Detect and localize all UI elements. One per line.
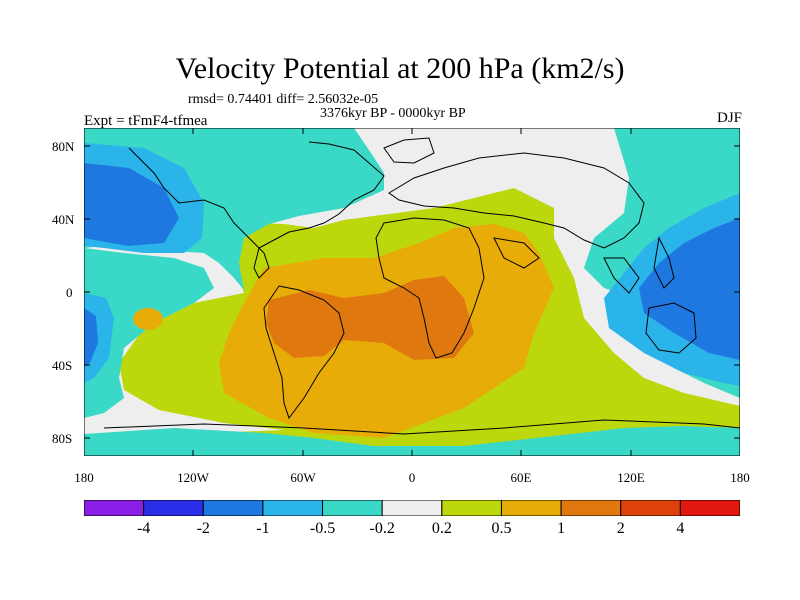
colorbar-swatch-0 — [84, 500, 145, 516]
lat-label-80s: 80S — [52, 431, 73, 446]
colorbar-label-3: -0.5 — [309, 520, 336, 537]
lat-label-80n: 80N — [52, 139, 75, 154]
lon-label-0: 0 — [408, 470, 416, 485]
colorbar-label-7: 1 — [557, 520, 566, 537]
axis-ticks — [84, 128, 740, 456]
lat-label-0: 0 — [66, 285, 73, 300]
season-label: DJF — [716, 110, 742, 126]
colorbar-label-5: 0.2 — [431, 520, 452, 537]
stats-line: rmsd= 0.74401 diff= 2.56032e-05 — [188, 92, 379, 107]
colorbar-label-0: -4 — [136, 520, 151, 537]
colorbar — [84, 500, 740, 516]
colorbar-swatch-6 — [441, 500, 502, 516]
colorbar-swatch-9 — [620, 500, 681, 516]
field-teal-south — [84, 426, 740, 456]
field-blue-east — [639, 218, 740, 360]
field-blue-northwest — [84, 163, 179, 246]
colorbar-swatch-3 — [262, 500, 324, 516]
field-blue-west — [84, 308, 98, 366]
experiment-label: Expt = tFmF4-tfmea — [84, 113, 208, 129]
colorbar-swatch-8 — [560, 500, 622, 516]
field-orange-blob — [133, 308, 163, 330]
colorbar-label-1: -2 — [196, 520, 210, 537]
field-teal-west — [84, 248, 214, 418]
colorbar-label-9: 4 — [676, 520, 685, 537]
lat-label-40n: 40N — [52, 212, 75, 227]
colorbar-label-2: -1 — [256, 520, 270, 537]
lat-label-40s: 40S — [52, 358, 73, 373]
colorbar-swatch-2 — [202, 500, 264, 516]
lon-label-120e: 120E — [617, 470, 645, 485]
colorbar-swatch-4 — [322, 500, 383, 516]
colorbar-swatch-1 — [143, 500, 204, 516]
field-darkorange-region — [266, 276, 474, 360]
colorbar-label-6: 0.5 — [491, 520, 512, 537]
velocity-potential-map — [84, 128, 740, 456]
map-title: Velocity Potential at 200 hPa (km2/s) — [175, 52, 625, 85]
colorbar-swatch-5 — [381, 500, 443, 516]
period-label: 3376kyr BP - 0000kyr BP — [320, 106, 466, 121]
colorbar-swatch-10 — [679, 500, 740, 516]
coastlines — [103, 137, 740, 435]
lon-label-180e: 180 — [730, 470, 750, 485]
lon-label-120w: 120W — [177, 470, 209, 485]
lon-label-60w: 60W — [290, 470, 316, 485]
lon-label-180w: 180 — [74, 470, 94, 485]
colorbar-swatch-7 — [500, 500, 562, 516]
colorbar-label-4: -0.2 — [369, 520, 395, 537]
colorbar-label-8: 2 — [616, 520, 625, 537]
lon-label-60e: 60E — [510, 470, 532, 485]
